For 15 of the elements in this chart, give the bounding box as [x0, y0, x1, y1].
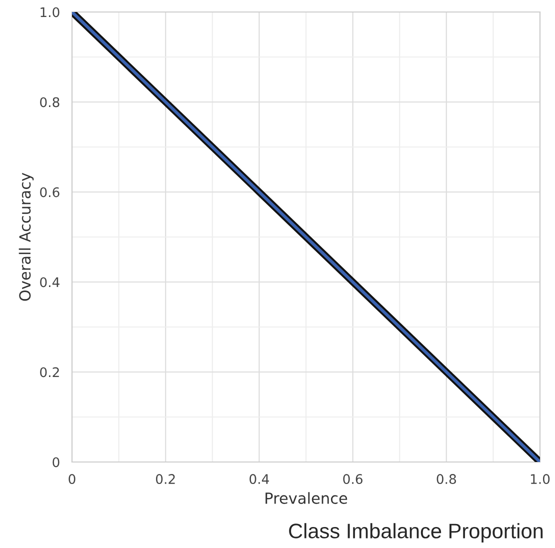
y-tick-label: 0.4 [40, 277, 60, 288]
y-axis-title: Overall Accuracy [18, 172, 34, 301]
x-tick-label: 0 [68, 474, 76, 484]
x-tick-label: 0.6 [343, 474, 362, 484]
y-tick-label: 0.2 [40, 367, 59, 378]
y-tick-label: 0.8 [40, 97, 60, 108]
x-tick-label: 0.8 [436, 474, 456, 484]
x-tick-label: 0.4 [250, 474, 269, 484]
x-axis-title: Prevalence [266, 492, 348, 504]
x-tick-label: 1.0 [530, 474, 550, 484]
y-tick-label: 0.6 [40, 187, 60, 198]
x-tick-label: 0.2 [156, 474, 175, 484]
y-tick-label: 1.0 [40, 7, 60, 18]
text: Class Imbalance Proportion [289, 523, 543, 543]
y-tick-label: 0 [52, 457, 60, 468]
